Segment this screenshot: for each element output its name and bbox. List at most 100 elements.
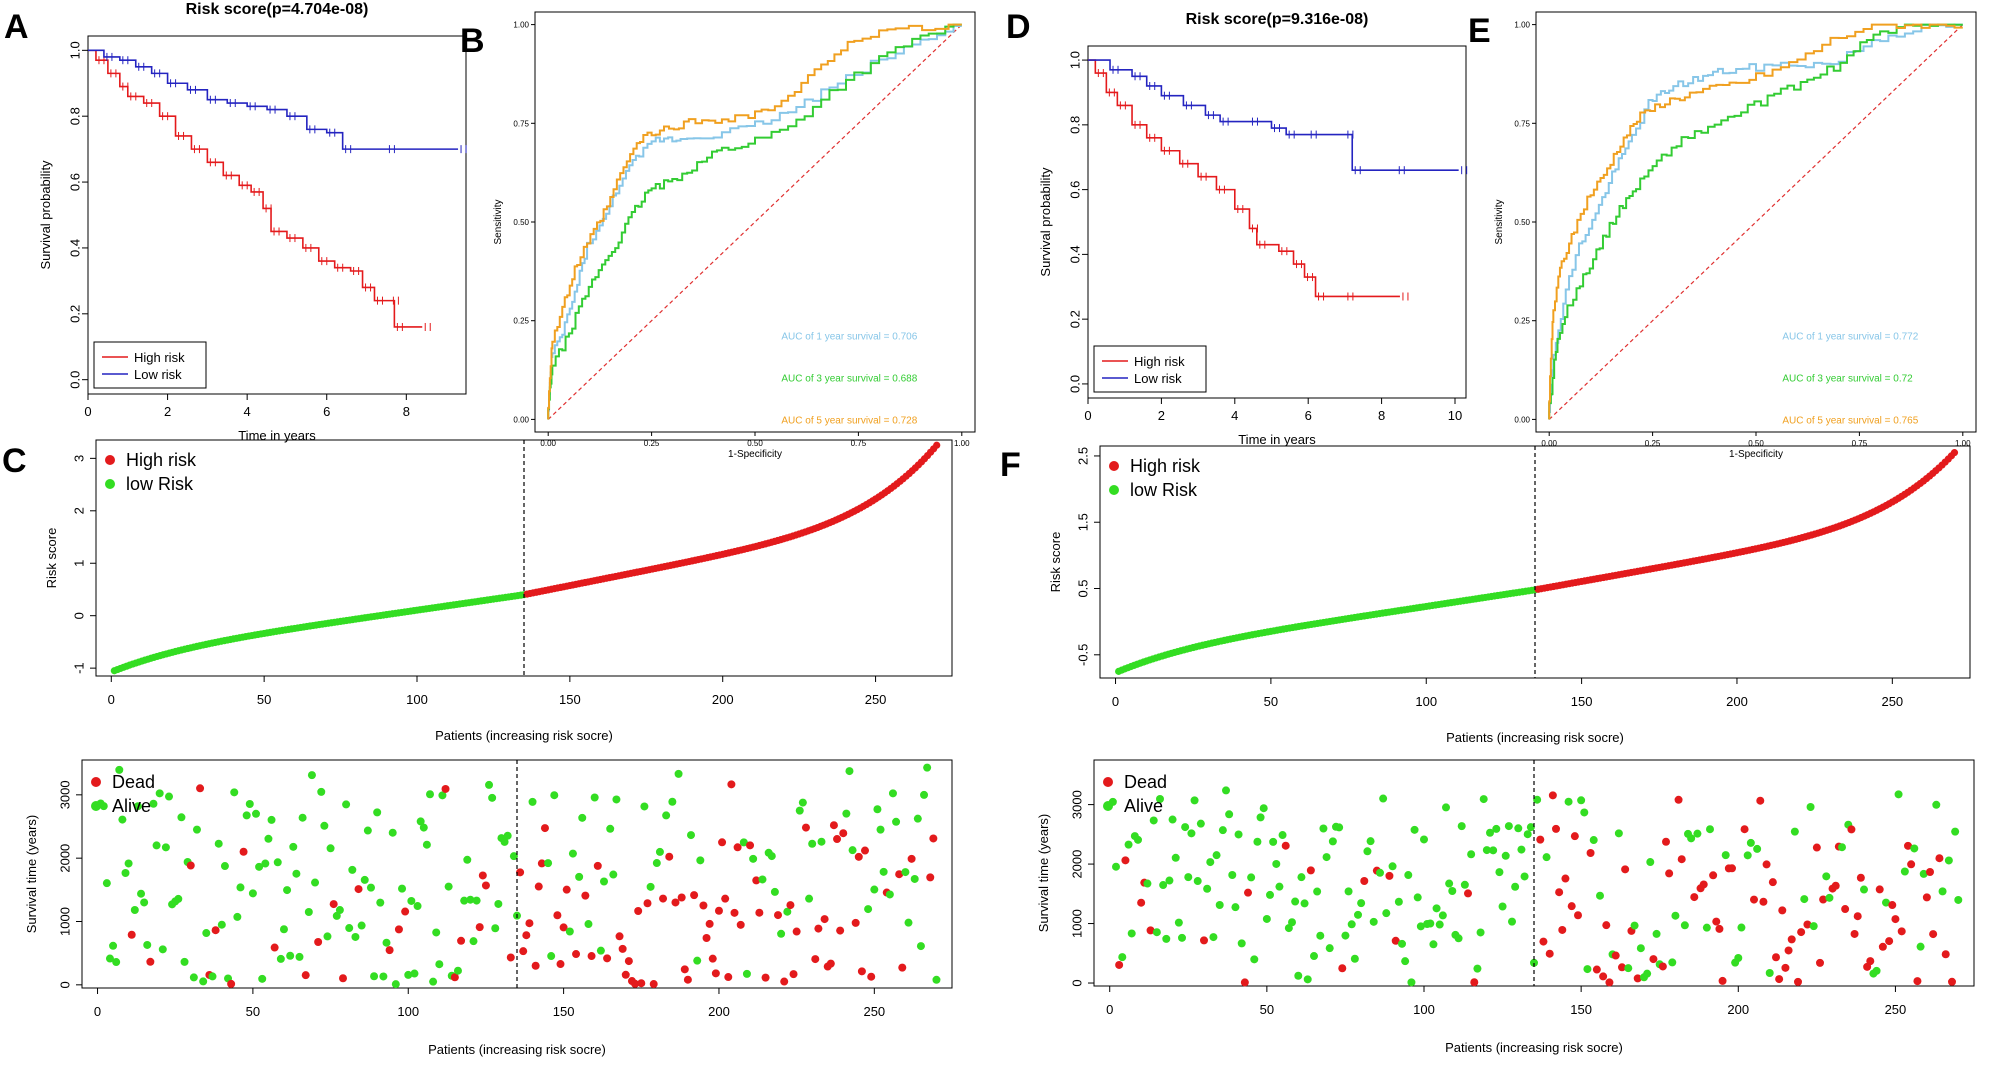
status-point-dead [854,852,863,861]
status-point-alive [276,954,285,963]
status-point-alive [739,838,748,847]
y-tick-label: 0.8 [67,107,82,125]
status-point-dead [270,943,279,952]
x-tick-label: 200 [1727,1002,1749,1017]
status-point-alive [1542,853,1551,862]
status-point-alive [1951,827,1960,836]
legend-label: High risk [1134,354,1185,369]
status-point-alive [584,920,593,929]
status-point-alive [1938,887,1947,896]
status-point-dead [1787,935,1796,944]
status-point-alive [596,946,605,955]
status-point-alive [845,767,854,776]
status-point-alive [879,867,888,876]
x-axis-label: Patients (increasing risk socre) [1445,1040,1623,1055]
status-point-alive [1178,933,1186,942]
status-point-alive [1228,871,1237,880]
y-tick-label: 0 [1069,979,1084,986]
status-point-alive [109,941,118,950]
x-tick-label: 0 [1112,694,1119,709]
status-point-dead [1602,921,1611,930]
status-point-alive [1256,813,1265,822]
y-tick-label: 0.6 [1067,181,1082,199]
legend-label: Dead [112,772,155,792]
status-point-dead [857,967,866,976]
status-point-alive [1237,939,1246,948]
status-point-alive [1215,900,1224,909]
x-tick-label: 0 [1106,1002,1113,1017]
status-point-alive [413,902,422,911]
status-point-dead [839,829,848,838]
x-tick-label: 150 [1571,694,1593,709]
status-point-alive [1643,969,1652,978]
y-tick-label: 2 [71,507,86,514]
status-point-dead [1897,927,1906,936]
status-point-dead [1306,866,1315,875]
status-point-alive [1473,964,1482,973]
x-tick-label: 100 [406,692,428,707]
status-point-alive [1944,856,1953,865]
status-point-alive [1454,934,1463,943]
status-point-alive [1445,879,1454,888]
status-point-dead [1926,868,1934,877]
status-point-dead [1649,955,1658,964]
y-axis-label: Sensitivity [1494,199,1505,244]
status-point-alive [1687,834,1696,843]
status-point-dead [1856,873,1865,882]
status-point-alive [1577,796,1586,805]
status-point-alive [1262,914,1271,923]
diagonal-reference [547,24,963,420]
status-point-alive [279,925,288,934]
status-point-alive [261,859,270,868]
legend-swatch [1109,485,1119,495]
status-point-alive [1806,802,1815,811]
status-point-dead [1756,796,1765,805]
status-point-dead [1567,902,1576,911]
status-point-dead [1592,965,1601,974]
status-point-alive [1614,829,1623,838]
legend-box [1093,345,1207,393]
x-axis-label: Time in years [1238,432,1316,447]
status-point-alive [1325,944,1334,953]
status-point-alive [112,958,121,967]
status-point-alive [199,977,208,986]
x-tick-label: 100 [1413,1002,1435,1017]
status-point-alive [208,972,217,981]
status-point-alive [646,882,655,891]
status-point-dead [1775,975,1784,984]
status-point-alive [1900,867,1909,876]
status-point-dead [227,979,236,988]
x-tick-label: 4 [244,404,251,419]
x-tick-label: 2 [1158,408,1165,423]
status-point-dead [826,959,835,968]
status-point-dead [1699,880,1708,889]
status-point-alive [568,849,577,858]
status-point-alive [1624,964,1633,973]
status-point-dead [1709,871,1718,880]
status-point-dead [1605,978,1614,987]
status-point-alive [1404,871,1413,880]
legend-swatch [1103,801,1113,811]
status-point-alive [220,862,229,871]
status-point-alive [485,780,494,789]
y-tick-label: 0.75 [1514,119,1530,128]
status-point-alive [426,790,434,799]
status-point-alive [152,841,161,850]
status-point-alive [1275,882,1284,891]
status-point-alive [528,797,537,806]
status-point-alive [1426,919,1435,928]
status-point-dead [833,835,842,844]
panel-letter-C: C [2,442,27,480]
x-tick-label: 0.00 [540,439,556,448]
roc-curve-3-year [1548,23,1963,420]
y-tick-label: 1000 [1069,909,1084,938]
status-point-alive [1790,827,1799,836]
y-tick-label: 3000 [57,780,72,809]
status-point-alive [1416,922,1425,931]
legend-box [93,341,207,389]
plot-title: Risk score(p=9.316e-08) [1186,11,1369,28]
status-point-alive [1152,928,1161,937]
status-point-alive [916,942,925,951]
status-point-dead [724,973,733,982]
